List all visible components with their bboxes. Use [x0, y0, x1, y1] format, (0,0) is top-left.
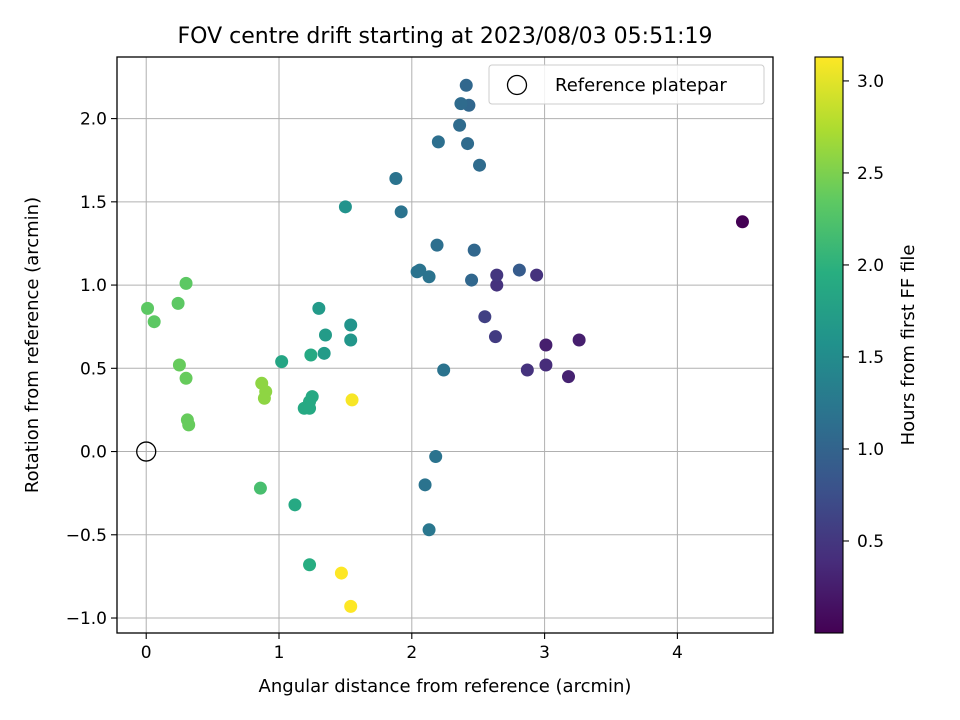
legend: Reference platepar	[488, 64, 765, 105]
data-point	[147, 315, 161, 329]
grid-lines	[117, 57, 773, 633]
data-point	[572, 333, 586, 347]
colorbar-ticks: 0.5 1.0 1.5 2.0 2.5 3.0	[843, 72, 884, 552]
y-tick-label: 0.5	[80, 359, 107, 379]
data-point	[303, 401, 317, 415]
data-point	[171, 296, 185, 310]
data-point	[461, 137, 475, 151]
colorbar-tick-label: 1.0	[857, 440, 884, 460]
data-point	[454, 97, 468, 111]
legend-box	[488, 64, 765, 105]
data-points	[141, 78, 749, 613]
data-point	[459, 78, 473, 92]
colorbar: 0.5 1.0 1.5 2.0 2.5 3.0 Hours from first FF f…	[814, 56, 919, 634]
data-point	[257, 391, 271, 405]
colorbar-tick-label: 2.0	[857, 256, 884, 276]
data-point	[172, 358, 186, 372]
data-point	[453, 118, 467, 132]
colorbar-tick-label: 1.5	[857, 348, 884, 368]
data-point	[530, 268, 544, 282]
data-point	[410, 265, 424, 279]
data-point	[422, 270, 436, 284]
data-point	[334, 566, 348, 580]
y-tick-label: 2.0	[80, 110, 107, 130]
data-point	[467, 243, 481, 257]
data-point	[735, 215, 749, 229]
y-tick-label: −0.5	[66, 526, 107, 546]
x-tick-label: 3	[539, 643, 550, 663]
data-point	[520, 363, 534, 377]
legend-reference-marker-icon	[506, 74, 528, 96]
reference-platepar-marker	[136, 441, 157, 462]
data-point	[465, 273, 479, 287]
data-point	[304, 348, 318, 362]
data-point	[275, 355, 289, 369]
data-point	[179, 276, 193, 290]
data-point	[478, 310, 492, 324]
data-point	[488, 330, 502, 344]
data-point	[431, 135, 445, 149]
data-point	[473, 158, 487, 172]
x-tick-label: 4	[672, 643, 683, 663]
x-axis-label: Angular distance from reference (arcmin)	[259, 676, 632, 697]
data-point	[179, 371, 193, 385]
data-point	[490, 268, 504, 282]
data-point	[317, 346, 331, 360]
colorbar-tick-label: 0.5	[857, 532, 884, 552]
data-point	[561, 370, 575, 384]
data-point	[182, 418, 196, 432]
colorbar-tick-label: 3.0	[857, 72, 884, 92]
data-point	[345, 393, 359, 407]
data-point	[429, 450, 443, 464]
plot-frame	[116, 56, 774, 634]
colorbar-tick-label: 2.5	[857, 164, 884, 184]
data-point	[303, 558, 317, 572]
data-point	[430, 238, 444, 252]
data-point	[344, 599, 358, 613]
data-point	[394, 205, 408, 219]
data-point	[253, 481, 267, 495]
y-axis-label: Rotation from reference (arcmin)	[22, 197, 43, 493]
legend-entry-reference-platepar: Reference platepar	[555, 75, 727, 96]
data-point	[539, 358, 553, 372]
data-point	[389, 172, 403, 186]
data-point	[490, 278, 504, 292]
x-tick-label: 2	[406, 643, 417, 663]
data-point	[418, 478, 432, 492]
reference-marker-layer	[136, 441, 157, 462]
data-point	[539, 338, 553, 352]
y-tick-label: 1.0	[80, 276, 107, 296]
data-point	[344, 318, 358, 332]
data-point	[318, 328, 332, 342]
y-tick-label: 1.5	[80, 193, 107, 213]
data-point	[338, 200, 352, 214]
chart-title: FOV centre drift starting at 2023/08/03 …	[178, 24, 713, 49]
data-point	[512, 263, 526, 277]
data-point	[437, 363, 451, 377]
data-point	[422, 523, 436, 537]
data-point	[312, 301, 326, 315]
data-point	[288, 498, 302, 512]
colorbar-gradient	[814, 56, 844, 634]
x-axis-ticks: 0 1 2 3 4	[141, 633, 683, 663]
data-point	[141, 301, 155, 315]
x-tick-label: 0	[141, 643, 152, 663]
data-point	[344, 333, 358, 347]
colorbar-label: Hours from first FF file	[898, 245, 919, 446]
y-tick-label: 0.0	[80, 443, 107, 463]
x-tick-label: 1	[274, 643, 285, 663]
y-tick-label: −1.0	[66, 609, 107, 629]
y-axis-ticks: −1.0 −0.5 0.0 0.5 1.0 1.5 2.0	[66, 110, 117, 629]
